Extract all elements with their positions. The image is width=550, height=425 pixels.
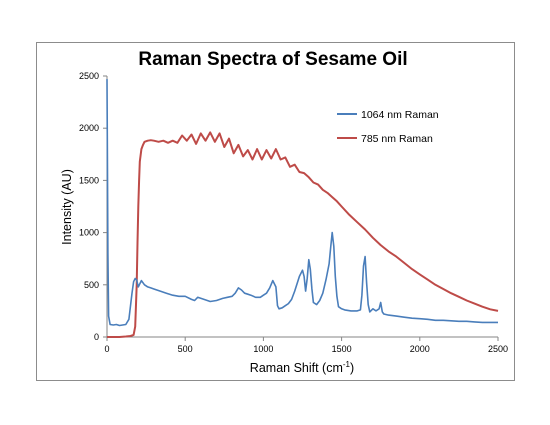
legend-label-785: 785 nm Raman	[361, 133, 433, 145]
x-tick-label: 500	[178, 344, 193, 354]
series-group	[106, 79, 499, 338]
legend: 1064 nm Raman 785 nm Raman	[337, 109, 439, 145]
y-axis-label: Intensity (AU)	[60, 169, 74, 245]
y-tick-label: 2000	[79, 123, 99, 133]
y-tick-label: 1500	[79, 175, 99, 185]
x-axis-label-main: Raman Shift (cm	[250, 361, 343, 375]
x-tick-label: 2500	[488, 344, 508, 354]
y-tick-label: 0	[94, 332, 99, 342]
y-tick-label: 2500	[79, 71, 99, 81]
x-axis-label: Raman Shift (cm-1)	[250, 360, 354, 375]
legend-label-1064: 1064 nm Raman	[361, 109, 439, 121]
x-tick-label: 0	[104, 344, 109, 354]
x-tick-label: 1500	[332, 344, 352, 354]
series-line-785nm	[107, 131, 499, 338]
x-ticks: 0 500 1000 1500 2000 2500	[104, 337, 508, 354]
x-tick-label: 1000	[253, 344, 273, 354]
series-line-1064nm	[106, 79, 498, 327]
x-axis-label-suffix: )	[350, 361, 354, 375]
y-ticks: 0 500 1000 1500 2000 2500	[79, 71, 107, 342]
y-tick-label: 1000	[79, 228, 99, 238]
x-tick-label: 2000	[410, 344, 430, 354]
x-axis-label-sup: -1	[343, 360, 351, 369]
y-tick-label: 500	[84, 280, 99, 290]
chart-title: Raman Spectra of Sesame Oil	[138, 49, 407, 70]
